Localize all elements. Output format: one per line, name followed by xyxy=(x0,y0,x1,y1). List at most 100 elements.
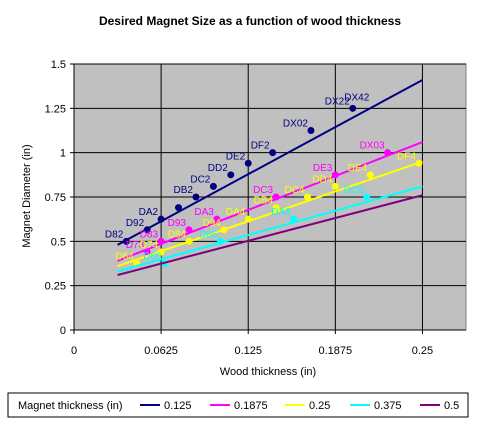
data-point xyxy=(363,193,371,201)
data-point xyxy=(157,248,165,256)
data-point-label: D84 xyxy=(168,229,187,240)
legend-item-label: 0.25 xyxy=(309,400,330,412)
x-tick-label: 0 xyxy=(71,345,77,357)
series-layer: D82D92DA2DB2DC2DD2DE2DF2DX02DX22DX42D73D… xyxy=(105,79,423,276)
data-point-label: DX42 xyxy=(344,92,369,103)
data-point-label: DA2 xyxy=(139,207,159,218)
plot-area xyxy=(73,63,467,331)
series-0.25: D64 D74 D84 D94 DA4 DB4 DC4 DD4 DE4 DF4 xyxy=(115,151,423,268)
series-line xyxy=(117,141,423,262)
data-point-label: DA6 xyxy=(271,207,291,218)
x-tick-label: 0.25 xyxy=(412,345,433,357)
x-axis: 0 0.0625 0.125 0.1875 0.25 xyxy=(71,330,433,357)
data-point-label: DE2 xyxy=(226,151,246,162)
data-point xyxy=(157,215,165,223)
data-point xyxy=(143,248,151,256)
data-point xyxy=(185,226,193,234)
data-point-label: D93 xyxy=(168,218,187,229)
legend-item-label: 0.5 xyxy=(444,400,459,412)
y-tick-label: 0.25 xyxy=(45,281,66,293)
data-point xyxy=(192,193,200,201)
series-line xyxy=(117,160,423,268)
data-point-label: D66 xyxy=(143,252,162,263)
data-point xyxy=(331,171,339,179)
data-point-label: DF4 xyxy=(397,151,416,162)
data-point-label: D74 xyxy=(140,240,159,251)
series-0.375: D66 D86 DA6 DC6 xyxy=(117,185,423,273)
data-point xyxy=(220,226,228,234)
data-point-label: DB2 xyxy=(174,185,194,196)
data-point-label: D94 xyxy=(202,218,221,229)
data-point-label: DA3 xyxy=(194,207,214,218)
series-line xyxy=(117,194,423,276)
legend: Magnet thickness (in) 0.125 0.1875 0.25 0.3… xyxy=(7,392,469,418)
data-point-label: D73 xyxy=(126,240,145,251)
y-tick-label: 1 xyxy=(60,148,66,160)
series-line xyxy=(117,185,423,273)
y-axis-label: Magnet Diameter (in) xyxy=(21,144,33,247)
data-point-label: DX22 xyxy=(325,96,350,107)
x-axis-label: Wood thickness (in) xyxy=(220,366,316,378)
legend-item-label: 0.1875 xyxy=(234,400,268,412)
data-point-label: DC6 xyxy=(344,185,364,196)
data-point-label: D92 xyxy=(126,218,145,229)
x-tick-label: 0.125 xyxy=(234,345,262,357)
data-point xyxy=(349,104,357,112)
data-point-label: DD2 xyxy=(208,163,228,174)
y-tick-label: 0.5 xyxy=(51,236,66,248)
data-point-label: D83 xyxy=(140,229,159,240)
chart-title: Desired Magnet Size as a function of woo… xyxy=(99,14,401,28)
data-point-label: DX03 xyxy=(360,141,385,152)
data-point xyxy=(303,193,311,201)
data-point xyxy=(122,237,130,245)
data-point xyxy=(244,159,252,167)
legend-box xyxy=(7,392,469,418)
data-point-label: DE4 xyxy=(348,163,368,174)
series-line xyxy=(117,79,423,246)
data-point xyxy=(185,237,193,245)
data-point-label: DD4 xyxy=(312,174,332,185)
data-point-label: DF2 xyxy=(251,141,270,152)
y-axis: 0 0.25 0.5 0.75 1 1.25 1.5 xyxy=(45,59,74,337)
data-point xyxy=(175,204,183,212)
data-point-label: DB4 xyxy=(254,196,274,207)
data-point xyxy=(384,149,392,157)
data-point xyxy=(307,127,315,134)
data-point xyxy=(227,171,235,179)
data-point-label: DC2 xyxy=(190,174,210,185)
data-point-label: D86 xyxy=(199,229,218,240)
data-point-label: DC3 xyxy=(253,185,273,196)
data-point xyxy=(366,171,374,179)
data-point xyxy=(209,182,217,190)
y-tick-label: 1.5 xyxy=(51,59,66,71)
y-tick-label: 1.25 xyxy=(45,103,66,115)
data-point xyxy=(216,237,224,245)
data-point-label: DA4 xyxy=(226,207,246,218)
series-0.5 xyxy=(117,194,423,276)
y-tick-label: 0.75 xyxy=(45,192,66,204)
data-point xyxy=(244,215,252,223)
data-point xyxy=(213,215,221,223)
legend-title: Magnet thickness (in) xyxy=(18,400,123,412)
data-point-label: DE3 xyxy=(313,163,333,174)
data-point xyxy=(272,193,280,201)
data-point xyxy=(143,226,151,234)
data-point xyxy=(269,149,277,157)
data-point-label: D64 xyxy=(115,252,134,263)
data-point xyxy=(415,159,423,167)
x-tick-label: 0.1875 xyxy=(319,345,353,357)
legend-item-label: 0.375 xyxy=(374,400,402,412)
data-point xyxy=(157,237,165,245)
x-tick-label: 0.0625 xyxy=(144,345,178,357)
data-point xyxy=(290,215,298,223)
data-point xyxy=(272,204,280,212)
data-point-label: D82 xyxy=(105,229,124,240)
data-point-label: DC4 xyxy=(284,185,304,196)
data-point xyxy=(331,182,339,190)
data-point-label: DX02 xyxy=(283,119,308,130)
y-tick-label: 0 xyxy=(60,325,66,337)
